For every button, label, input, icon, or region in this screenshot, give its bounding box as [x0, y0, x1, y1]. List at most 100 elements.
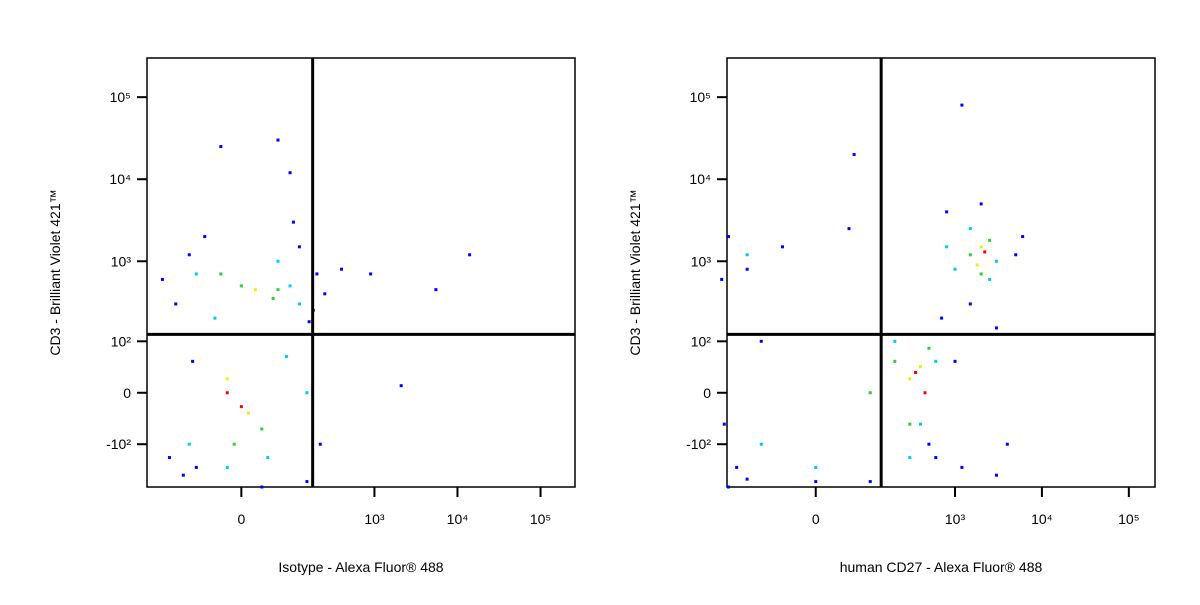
event-dot: [908, 377, 912, 381]
event-dot: [271, 297, 275, 301]
event-dot: [181, 473, 185, 477]
event-dot: [919, 422, 923, 426]
event-dot: [994, 473, 998, 477]
event-dot: [260, 427, 264, 431]
event-dot: [288, 284, 292, 288]
y-tick-label: -10²: [686, 436, 711, 452]
event-dot: [722, 422, 726, 426]
event-dot: [945, 245, 949, 249]
plot-frame: [146, 57, 576, 488]
y-axis-label: CD3 - Brilliant Violet 421™: [47, 189, 63, 355]
event-dot: [203, 235, 207, 239]
y-tick-label: 10⁴: [689, 171, 711, 187]
x-tick-label: 0: [812, 511, 820, 527]
event-dot: [745, 267, 749, 271]
x-tick-label: 10⁵: [530, 511, 551, 527]
event-dot: [780, 245, 784, 249]
event-dot: [759, 339, 763, 343]
event-dot: [297, 302, 301, 306]
event-dot: [239, 284, 243, 288]
event-dot: [735, 465, 739, 469]
y-tick-label: 10²: [691, 333, 712, 349]
event-dot: [934, 359, 938, 363]
y-tick-label: 10⁵: [690, 89, 711, 105]
event-dot: [284, 355, 288, 359]
event-dot: [219, 272, 223, 276]
event-dot: [953, 267, 957, 271]
event-dot: [960, 465, 964, 469]
event-dot: [960, 103, 964, 107]
x-axis-label: human CD27 - Alexa Fluor® 488: [840, 559, 1043, 575]
event-dot: [953, 359, 957, 363]
event-dot: [167, 456, 171, 460]
event-dot: [945, 210, 949, 214]
event-dot: [726, 485, 730, 489]
event-dot: [968, 253, 972, 257]
event-dot: [194, 272, 198, 276]
event-dot: [213, 316, 217, 320]
event-dot: [1014, 253, 1018, 257]
event-dot: [191, 359, 195, 363]
event-dot: [868, 480, 872, 484]
event-dot: [276, 259, 280, 263]
event-dot: [893, 359, 897, 363]
event-dot: [194, 465, 198, 469]
event-dot: [225, 465, 229, 469]
event-dot: [276, 288, 280, 292]
event-dot: [288, 171, 292, 175]
y-tick-label: 10³: [111, 253, 132, 269]
event-dot: [934, 456, 938, 460]
event-dot: [323, 292, 327, 296]
event-dot: [160, 277, 164, 281]
event-dot: [297, 245, 301, 249]
event-dot: [994, 326, 998, 330]
y-axis-label: CD3 - Brilliant Violet 421™: [627, 189, 643, 355]
event-dot: [260, 485, 264, 489]
event-dot: [225, 377, 229, 381]
x-tick-label: 10³: [364, 511, 385, 527]
event-dot: [814, 465, 818, 469]
event-dot: [399, 384, 403, 388]
event-dot: [852, 153, 856, 157]
event-dot: [814, 480, 818, 484]
event-dot: [1021, 235, 1025, 239]
event-dot: [291, 220, 295, 224]
event-dot: [979, 245, 983, 249]
event-dot: [174, 302, 178, 306]
event-dot: [339, 267, 343, 271]
event-dot: [745, 253, 749, 257]
event-dot: [919, 365, 923, 369]
event-dot: [908, 456, 912, 460]
event-dot: [914, 370, 918, 374]
x-tick-label: 10³: [945, 511, 966, 527]
event-dot: [979, 202, 983, 206]
y-tick-label: -10²: [106, 436, 131, 452]
y-tick-label: 10²: [111, 333, 132, 349]
event-dot: [940, 316, 944, 320]
x-tick-label: 0: [237, 511, 245, 527]
event-dot: [187, 442, 191, 446]
event-dot: [318, 442, 322, 446]
event-dot: [434, 288, 438, 292]
event-dot: [923, 391, 927, 395]
y-tick-label: 10⁴: [109, 171, 131, 187]
event-dot: [988, 238, 992, 242]
event-dot: [908, 422, 912, 426]
event-dot: [988, 277, 992, 281]
event-dot: [968, 227, 972, 231]
y-tick-label: 0: [703, 385, 711, 401]
event-dot: [983, 250, 987, 254]
x-axis-label: Isotype - Alexa Fluor® 488: [278, 559, 443, 575]
event-dot: [868, 391, 872, 395]
event-dot: [305, 480, 309, 484]
event-dot: [893, 339, 897, 343]
event-dot: [968, 302, 972, 306]
event-dot: [239, 405, 243, 409]
event-dot: [927, 346, 931, 350]
event-dot: [187, 253, 191, 257]
event-dot: [307, 320, 311, 324]
event-dot: [266, 456, 270, 460]
event-dot: [276, 138, 280, 142]
